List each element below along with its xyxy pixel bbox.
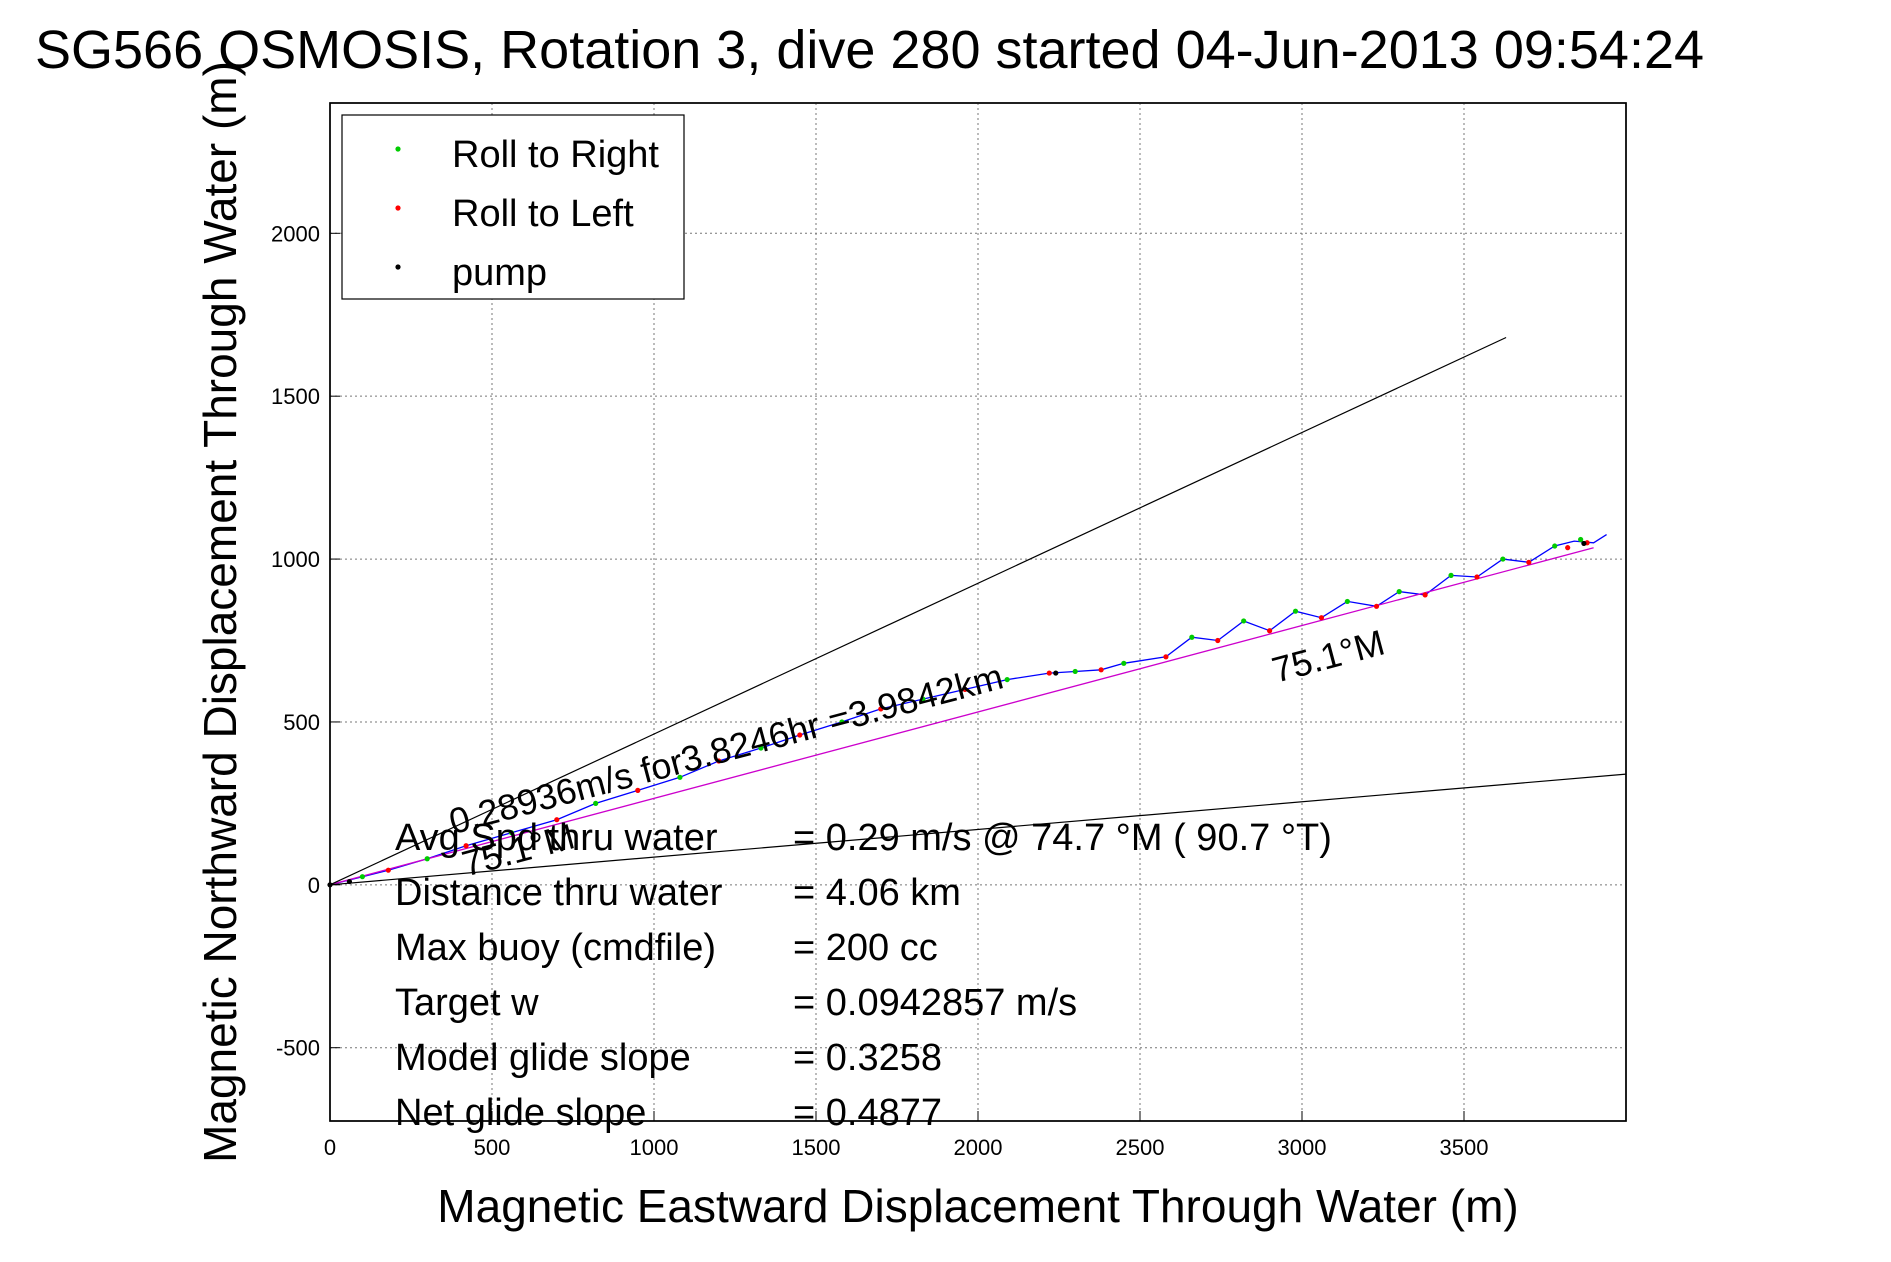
legend-marker (395, 146, 401, 152)
roll-to-right-point (593, 800, 599, 806)
stats-block: Avg Spd thru water = 0.29 m/s @ 74.7 °M (… (395, 817, 1332, 1134)
roll-to-left-point (463, 843, 469, 849)
roll-to-right-point (1344, 598, 1350, 605)
roll-to-left-point (1098, 667, 1104, 673)
legend-label: pump (452, 252, 547, 294)
roll-to-left-point (385, 867, 391, 873)
roll-to-right-point (1500, 556, 1506, 562)
x-tick-label: 2500 (1116, 1135, 1165, 1160)
y-tick-label: -500 (276, 1036, 320, 1061)
y-tick-label: 2000 (271, 221, 320, 246)
roll-to-left-point (878, 706, 884, 712)
roll-to-right-point (839, 719, 845, 725)
roll-to-right-point (1121, 660, 1127, 666)
stat-label: Avg Spd thru water (395, 817, 718, 859)
roll-to-left-point (716, 758, 722, 764)
stat-value: = 200 cc (793, 927, 938, 969)
stat-value: = 0.0942857 m/s (793, 982, 1077, 1024)
roll-to-left-point (1318, 615, 1325, 621)
roll-to-right-point (1292, 608, 1299, 614)
roll-to-left-point (962, 686, 968, 692)
stat-label: Model glide slope (395, 1037, 691, 1079)
stat-value: = 4.06 km (793, 872, 961, 914)
roll-to-right-point (1004, 676, 1010, 683)
y-tick-label: 1500 (271, 384, 320, 409)
stat-value: = 0.3258 (793, 1037, 942, 1079)
roll-to-right-point (424, 856, 430, 862)
roll-to-left-point (1474, 574, 1480, 580)
y-tick-label: 500 (283, 710, 320, 735)
stat-label: Net glide slope (395, 1092, 646, 1134)
roll-to-right-point (1578, 536, 1584, 543)
x-tick-label: 500 (474, 1135, 511, 1160)
y-tick-label: 0 (308, 873, 320, 898)
stat-label: Target w (395, 982, 539, 1024)
legend-label: Roll to Left (452, 193, 634, 235)
x-tick-label: 3000 (1278, 1135, 1327, 1160)
roll-to-left-point (1267, 628, 1273, 634)
series-points (327, 536, 1590, 888)
roll-to-right-point (1189, 634, 1195, 640)
pump-point (1053, 670, 1059, 676)
stat-label: Distance thru water (395, 872, 723, 914)
chart-title: SG566 OSMOSIS, Rotation 3, dive 280 star… (35, 20, 1704, 80)
bound-line (329, 336, 1507, 886)
pump-point (1581, 540, 1587, 547)
roll-to-right-point (1396, 589, 1402, 595)
roll-to-right-point (1241, 618, 1247, 624)
roll-to-right-point (508, 830, 515, 836)
roll-to-right-point (1072, 668, 1078, 675)
roll-to-right-point (920, 696, 926, 702)
fit-line (329, 547, 1594, 886)
x-tick-label: 2000 (954, 1135, 1003, 1160)
x-tick-label: 1000 (630, 1135, 679, 1160)
roll-to-right-point (1448, 572, 1454, 578)
roll-to-right-point (359, 874, 365, 880)
stat-value: = 0.4877 (793, 1092, 942, 1134)
x-tick-label: 1500 (792, 1135, 841, 1160)
x-tick-label: 3500 (1440, 1135, 1489, 1160)
roll-to-left-point (797, 732, 803, 738)
y-axis-label: Magnetic Northward Displacement Through … (194, 61, 246, 1163)
roll-to-left-point (1565, 545, 1571, 551)
roll-to-left-point (554, 817, 560, 823)
roll-to-left-point (1526, 559, 1532, 565)
roll-to-left-point (1373, 603, 1380, 609)
roll-to-right-point (758, 745, 764, 751)
roll-to-right-point (1552, 543, 1558, 549)
roll-to-left-point (1163, 654, 1169, 660)
pump-point (346, 878, 353, 885)
x-axis-label: Magnetic Eastward Displacement Through W… (437, 1180, 1518, 1232)
bound-line (329, 773, 1627, 886)
y-tick-label: 1000 (271, 547, 320, 572)
roll-to-left-point (635, 787, 641, 793)
stat-value: = 0.29 m/s @ 74.7 °M ( 90.7 °T) (793, 817, 1332, 859)
axis-ticks: 0 500 1000 1500 2000 2500 3000 3500 -500 0 500 1000… (271, 221, 1488, 1160)
roll-to-left-point (1422, 592, 1428, 598)
legend-marker (395, 205, 401, 211)
legend: Roll to Right Roll to Left pump (341, 114, 685, 300)
roll-to-right-point (677, 774, 683, 780)
legend-marker (395, 264, 401, 270)
x-tick-label: 0 (324, 1135, 336, 1160)
plot-frame (329, 102, 1627, 1122)
legend-label: Roll to Right (452, 134, 659, 176)
roll-to-left-point (1046, 670, 1052, 676)
stat-label: Max buoy (cmdfile) (395, 927, 716, 969)
roll-to-left-point (1215, 637, 1221, 644)
